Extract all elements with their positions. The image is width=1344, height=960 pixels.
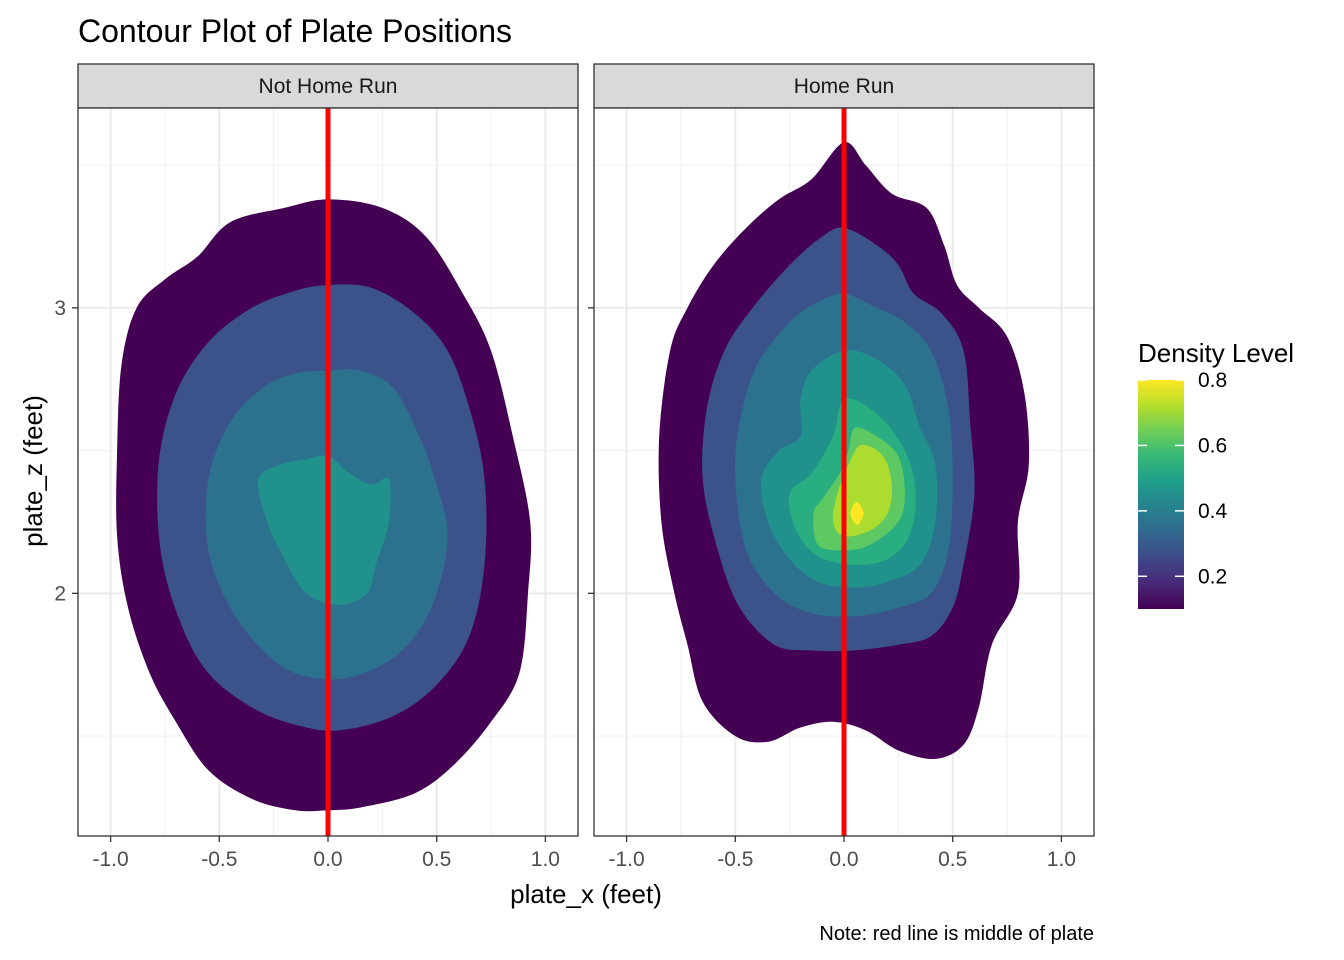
y-tick-label: 3 (54, 297, 66, 320)
panel-0: Not Home Run -1.0 -0.5 0.0 0.5 1.0 2 3 (54, 63, 579, 871)
x-tick-label: 0.0 (829, 848, 858, 871)
x-tick-label: -0.5 (717, 848, 753, 871)
x-tick-label: 0.5 (938, 848, 967, 871)
y-axis-label: plate_z (feet) (18, 395, 48, 547)
legend-colorbar (1138, 380, 1184, 609)
panel-strip-label: Not Home Run (259, 75, 398, 98)
x-tick-label: -1.0 (609, 848, 645, 871)
x-axis-label: plate_x (feet) (510, 879, 662, 909)
legend-tick-label: 0.8 (1198, 369, 1227, 392)
contour-band-level-0.4 (257, 455, 391, 605)
contour-band-level-0.8 (850, 502, 864, 525)
panels-group: Not Home Run -1.0 -0.5 0.0 0.5 1.0 2 3 Home Run -… (54, 63, 1095, 871)
chart-title: Contour Plot of Plate Positions (78, 13, 512, 49)
x-tick-label: 0.5 (422, 848, 451, 871)
legend-tick-label: 0.2 (1198, 565, 1227, 588)
panel-strip (77, 63, 579, 109)
legend-title: Density Level (1138, 338, 1294, 368)
x-tick-label: -1.0 (93, 848, 129, 871)
legend-tick-label: 0.4 (1198, 500, 1228, 523)
contour-band-level-0.7 (832, 444, 893, 537)
x-tick-label: 0.0 (313, 848, 342, 871)
x-tick-label: -0.5 (201, 848, 237, 871)
x-tick-label: 1.0 (1047, 848, 1076, 871)
legend-tick-label: 0.6 (1198, 434, 1227, 457)
panel-strip-label: Home Run (794, 75, 894, 98)
y-tick-label: 2 (54, 582, 66, 605)
x-tick-label: 1.0 (531, 848, 560, 871)
legend: Density Level 0.2 0.4 0.6 0.8 (1138, 338, 1294, 609)
caption: Note: red line is middle of plate (819, 923, 1094, 945)
panel-strip (593, 63, 1095, 109)
panel-1: Home Run -1.0 -0.5 0.0 0.5 1.0 (588, 63, 1095, 871)
